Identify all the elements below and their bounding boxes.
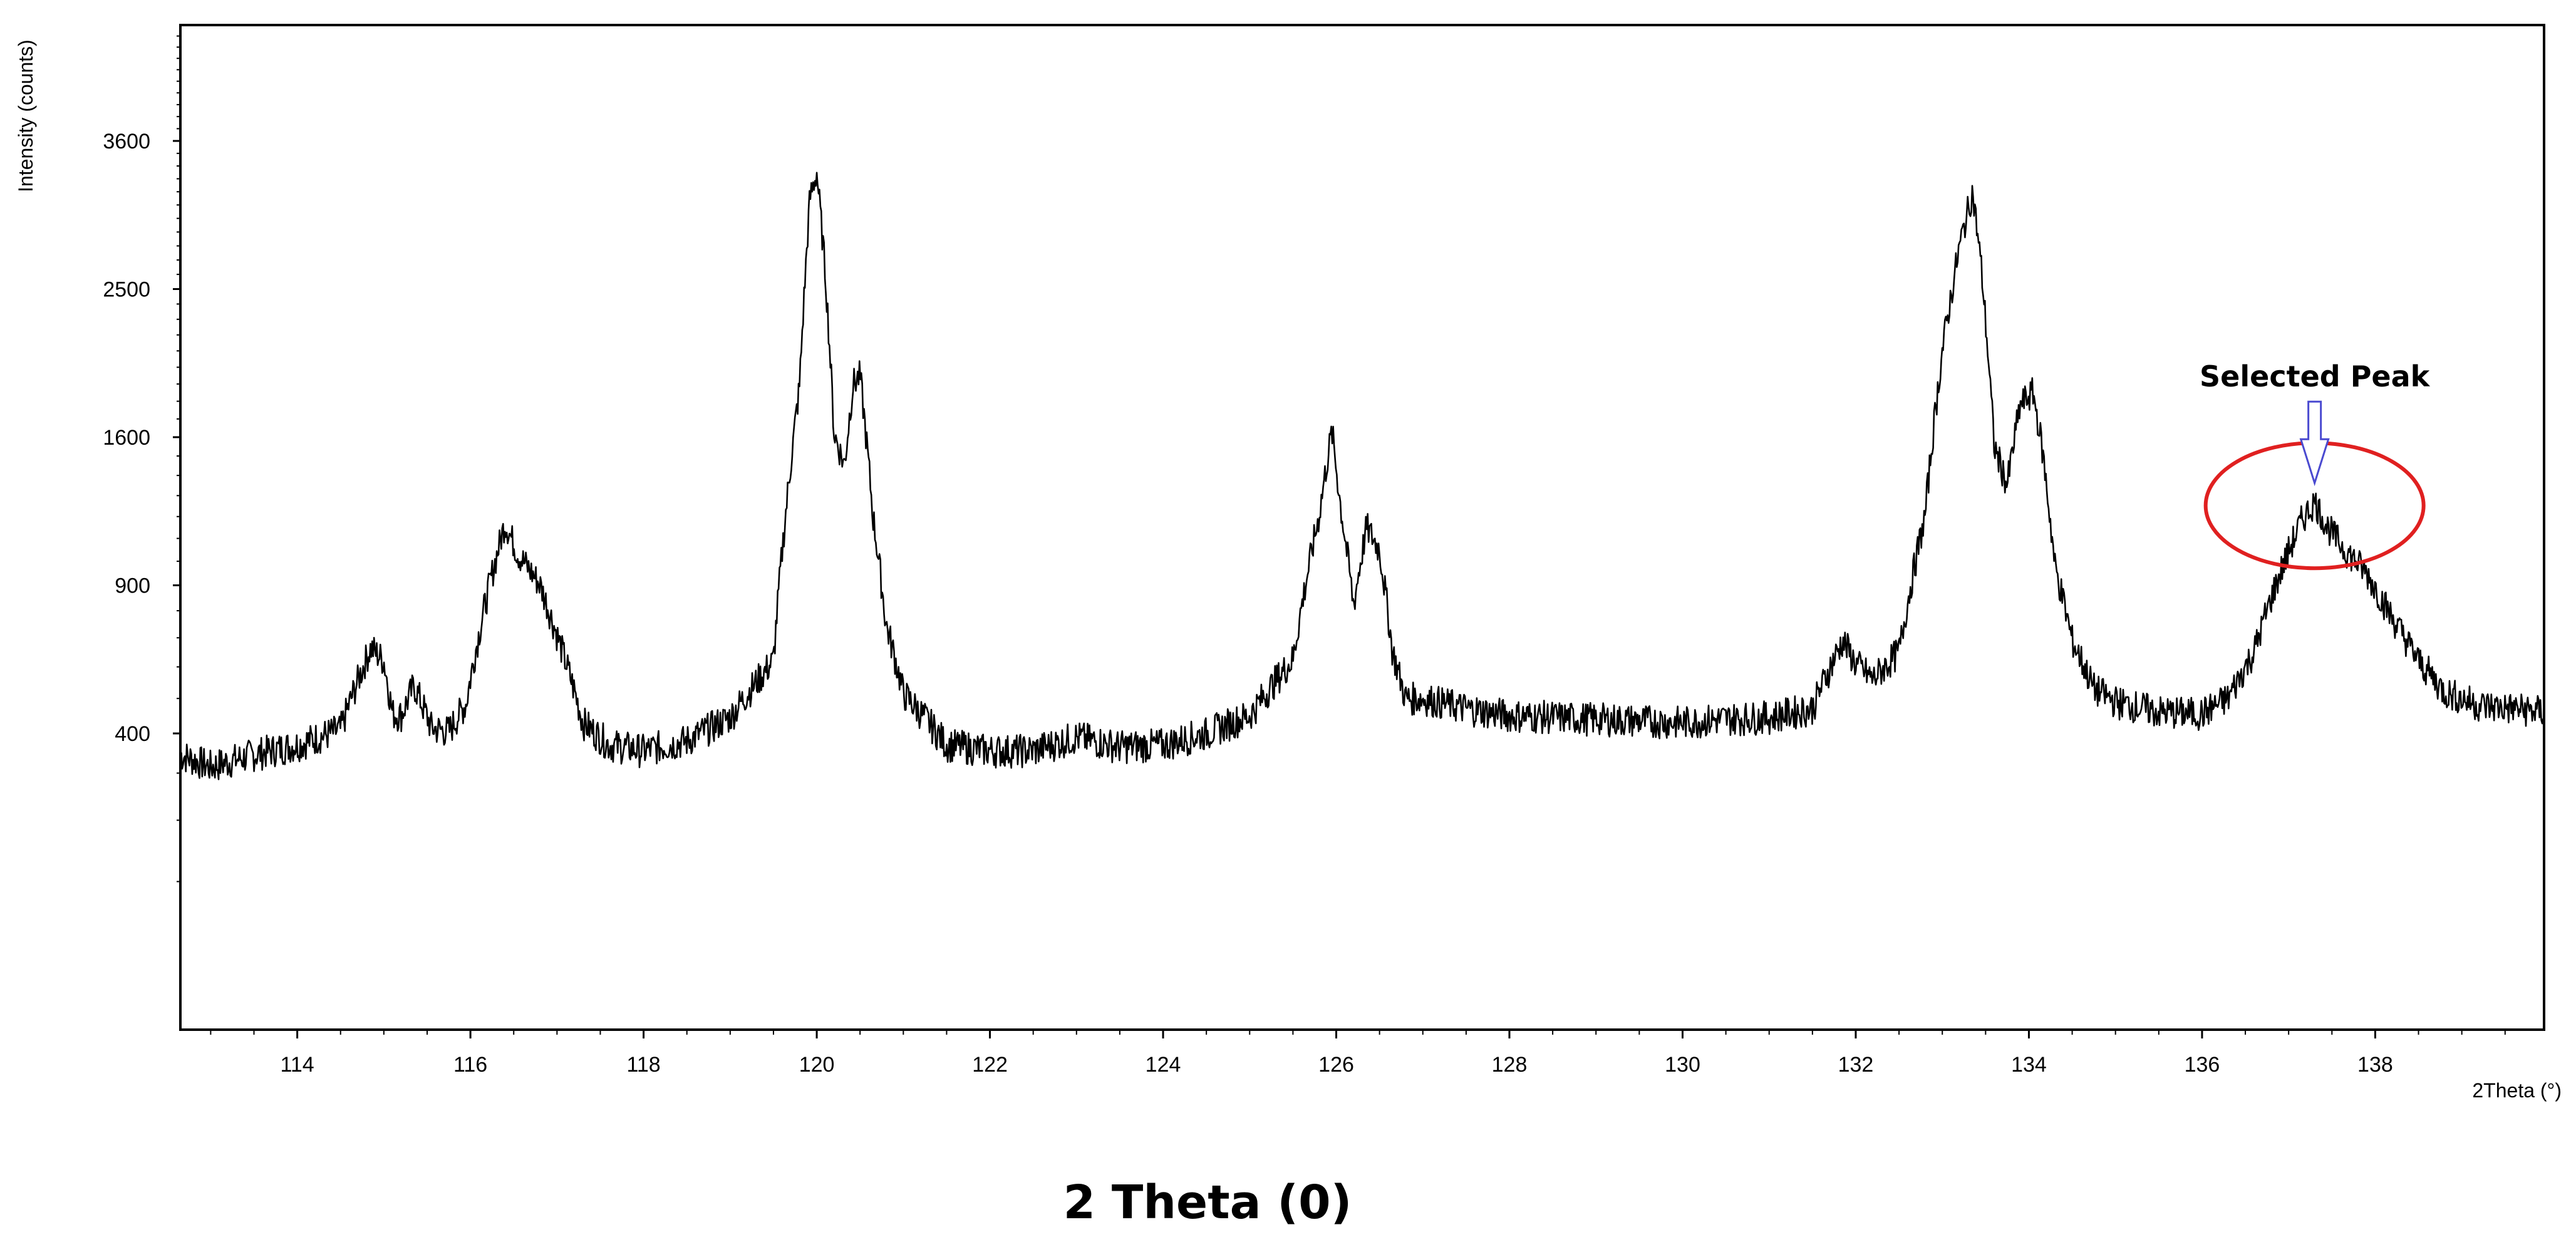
y-tick-label: 900	[115, 574, 150, 598]
x-tick-label: 128	[1492, 1053, 1528, 1077]
x-tick-label: 134	[2011, 1053, 2047, 1077]
x-tick-label: 114	[281, 1053, 314, 1077]
x-tick-label: 126	[1318, 1053, 1354, 1077]
y-tick-label: 3600	[103, 130, 150, 153]
series-layer	[179, 172, 2545, 780]
x-tick-label: 120	[799, 1053, 835, 1077]
annotation-layer: Selected Peak	[2200, 360, 2431, 571]
x-tick-label: 136	[2185, 1053, 2220, 1077]
intensity-series-line	[179, 172, 2545, 780]
x-tick-label: 130	[1665, 1053, 1700, 1077]
plot-border	[179, 24, 2545, 1031]
x-tick-label: 138	[2357, 1053, 2393, 1077]
y-axis: 400 900 1600 2500 3600	[103, 35, 180, 882]
x-tick-label: 118	[626, 1053, 660, 1077]
y-axis-title: Intensity (counts)	[14, 39, 37, 192]
y-tick-label: 1600	[103, 426, 150, 450]
x-tick-label: 124	[1146, 1053, 1181, 1077]
selected-peak-arrow	[2299, 400, 2330, 487]
y-tick-label: 2500	[103, 278, 150, 302]
x-axis: 114 116 118 120 122 124 126 128 130 132 134 136 138	[210, 1030, 2506, 1077]
selected-peak-label: Selected Peak	[2200, 360, 2431, 393]
y-tick-label: 400	[115, 722, 150, 746]
plot-frame	[179, 24, 2545, 1031]
x-axis-title: 2Theta (°)	[2472, 1079, 2562, 1102]
x-tick-label: 132	[1838, 1053, 1874, 1077]
x-tick-label: 116	[453, 1053, 487, 1077]
x-tick-label: 122	[972, 1053, 1008, 1077]
figure-caption: 2 Theta (0)	[1063, 1176, 1352, 1229]
